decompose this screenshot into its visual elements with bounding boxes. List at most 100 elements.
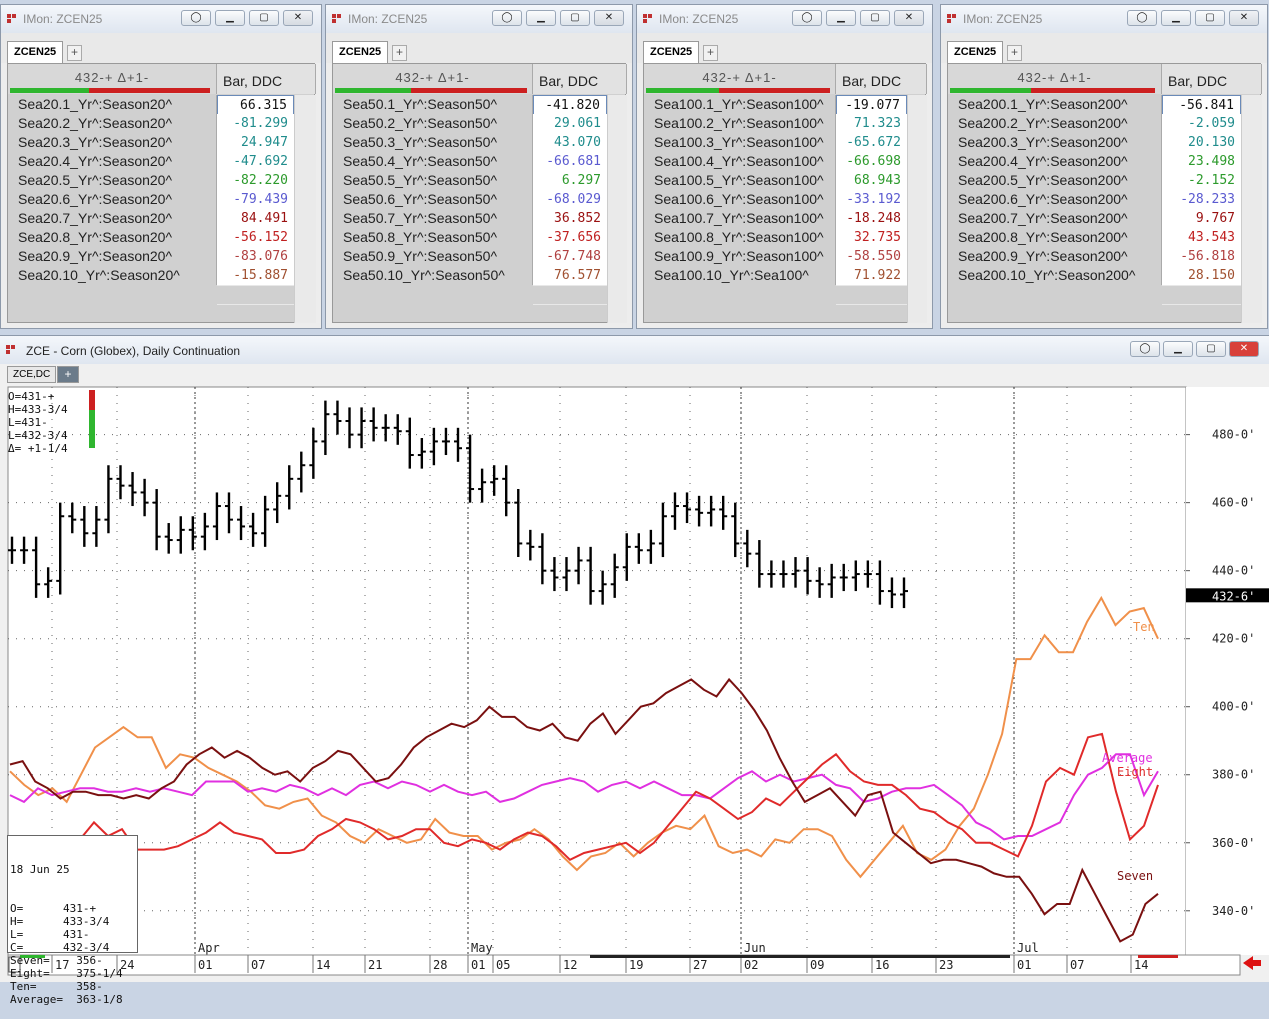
row-value[interactable]: -56.818 [1162,247,1241,267]
row-value[interactable]: 84.491 [217,209,294,229]
table-row[interactable]: Sea200.9_Yr^:Season200^ -56.818 [948,247,1262,267]
column-header[interactable]: Bar, DDC [217,64,316,94]
close-button[interactable]: ✕ [1229,10,1259,26]
add-tab-button[interactable]: + [703,45,718,61]
column-header[interactable]: Bar, DDC [1162,64,1262,94]
row-value[interactable]: -2.059 [1162,114,1241,134]
row-value[interactable]: -28.233 [1162,190,1241,210]
table-row[interactable]: Sea100.2_Yr^:Season100^ 71.323 [644,114,927,134]
add-tab-button[interactable]: + [392,45,407,61]
row-value[interactable]: -2.152 [1162,171,1241,191]
table-row[interactable]: Sea200.2_Yr^:Season200^ -2.059 [948,114,1262,134]
table-row[interactable]: Sea50.9_Yr^:Season50^ -67.748 [333,247,627,267]
link-button[interactable]: ◯ [792,10,822,26]
table-row[interactable]: Sea20.9_Yr^:Season20^ -83.076 [8,247,316,267]
table-row[interactable]: Sea200.10_Yr^:Season200^ 28.150 [948,266,1262,286]
close-button[interactable]: ✕ [594,10,624,26]
minimize-button[interactable]: ▁ [1161,10,1191,26]
table-row[interactable]: Sea200.7_Yr^:Season200^ 9.767 [948,209,1262,229]
time-strip-red [1138,955,1178,958]
maximize-button[interactable]: ▢ [860,10,890,26]
table-row[interactable]: Sea200.1_Yr^:Season200^ -56.841 [948,95,1262,116]
table-row[interactable]: Sea20.8_Yr^:Season20^ -56.152 [8,228,316,248]
table-row[interactable]: Sea100.8_Yr^:Season100^ 32.735 [644,228,927,248]
add-tab-button[interactable]: + [57,366,79,383]
day-label: 09 [810,958,824,972]
table-row[interactable]: Sea20.1_Yr^:Season20^ 66.315 [8,95,316,116]
row-value[interactable]: -65.672 [836,133,907,153]
row-value[interactable]: 23.498 [1162,152,1241,172]
table-row[interactable]: Sea50.8_Yr^:Season50^ -37.656 [333,228,627,248]
table-row[interactable]: Sea20.5_Yr^:Season20^ -82.220 [8,171,316,191]
table-row[interactable]: Sea20.10_Yr^:Season20^ -15.887 [8,266,316,286]
symbol-tab[interactable]: ZCEN25 [7,41,64,63]
chart-tab[interactable]: ZCE,DC [7,366,57,383]
add-tab-button[interactable]: + [1007,45,1022,61]
table-row[interactable]: Sea20.6_Yr^:Season20^ -79.439 [8,190,316,210]
column-header[interactable]: Bar, DDC [533,64,627,94]
symbol-tab[interactable]: ZCEN25 [947,41,1004,63]
minimize-button[interactable]: ▁ [215,10,245,26]
row-value[interactable]: -56.152 [217,228,294,248]
row-value[interactable]: 32.735 [836,228,907,248]
table-row[interactable]: Sea50.4_Yr^:Season50^ -66.681 [333,152,627,172]
row-value[interactable]: -68.029 [533,190,607,210]
row-value[interactable]: 24.947 [217,133,294,153]
row-value[interactable]: -56.841 [1162,95,1241,116]
row-value[interactable]: -83.076 [217,247,294,267]
link-button[interactable]: ◯ [1130,341,1160,357]
minimize-button[interactable]: ▁ [826,10,856,26]
symbol-tab[interactable]: ZCEN25 [332,41,389,63]
table-row[interactable]: Sea50.3_Yr^:Season50^ 43.070 [333,133,627,153]
row-value[interactable]: 68.943 [836,171,907,191]
add-tab-button[interactable]: + [67,45,82,61]
link-button[interactable]: ◯ [492,10,522,26]
maximize-button[interactable]: ▢ [560,10,590,26]
minimize-button[interactable]: ▁ [1163,341,1193,357]
minimize-button[interactable]: ▁ [526,10,556,26]
row-value[interactable]: -58.550 [836,247,907,267]
row-value[interactable]: 43.543 [1162,228,1241,248]
close-button[interactable]: ✕ [894,10,924,26]
table-row[interactable]: Sea100.7_Yr^:Season100^ -18.248 [644,209,927,229]
link-button[interactable]: ◯ [181,10,211,26]
row-value[interactable]: -66.681 [533,152,607,172]
price-chart[interactable]: 480-0' 460-0' 440-0' 420-0' 400-0' 380-0' 360-… [0,0,1269,982]
table-row[interactable]: Sea50.5_Yr^:Season50^ 6.297 [333,171,627,191]
row-value[interactable]: -15.887 [217,266,294,286]
column-header[interactable]: Bar, DDC [836,64,927,94]
scroll-handle [8,956,21,973]
maximize-button[interactable]: ▢ [1195,10,1225,26]
table-row[interactable]: Sea50.10_Yr^:Season50^ 76.577 [333,266,627,286]
table-row[interactable]: Sea100.3_Yr^:Season100^ -65.672 [644,133,927,153]
close-button[interactable]: ✕ [283,10,313,26]
table-row[interactable]: Sea200.6_Yr^:Season200^ -28.233 [948,190,1262,210]
table-row[interactable]: Sea200.5_Yr^:Season200^ -2.152 [948,171,1262,191]
row-value[interactable]: -18.248 [836,209,907,229]
row-value[interactable]: -67.748 [533,247,607,267]
row-value[interactable]: -41.820 [533,95,607,116]
table-row[interactable]: Sea100.4_Yr^:Season100^ -66.698 [644,152,927,172]
row-value[interactable]: 71.323 [836,114,907,134]
row-value[interactable]: 66.315 [217,95,294,116]
row-value[interactable]: -33.192 [836,190,907,210]
table-row[interactable]: Sea100.9_Yr^:Season100^ -58.550 [644,247,927,267]
table-row[interactable]: Sea20.3_Yr^:Season20^ 24.947 [8,133,316,153]
row-value[interactable]: 43.070 [533,133,607,153]
table-row[interactable]: Sea20.2_Yr^:Season20^ -81.299 [8,114,316,134]
table-row[interactable]: Sea50.1_Yr^:Season50^ -41.820 [333,95,627,116]
maximize-button[interactable]: ▢ [1196,341,1226,357]
table-row[interactable]: Sea100.6_Yr^:Season100^ -33.192 [644,190,927,210]
close-button[interactable]: ✕ [1229,341,1259,357]
row-value[interactable]: 6.297 [533,171,607,191]
link-button[interactable]: ◯ [1127,10,1157,26]
table-row[interactable]: Sea20.7_Yr^:Season20^ 84.491 [8,209,316,229]
table-row[interactable]: Sea200.8_Yr^:Season200^ 43.543 [948,228,1262,248]
table-row[interactable]: Sea50.6_Yr^:Season50^ -68.029 [333,190,627,210]
table-row[interactable]: Sea50.7_Yr^:Season50^ 36.852 [333,209,627,229]
table-row[interactable]: Sea100.5_Yr^:Season100^ 68.943 [644,171,927,191]
table-row[interactable]: Sea200.4_Yr^:Season200^ 23.498 [948,152,1262,172]
row-value[interactable]: 76.577 [533,266,607,286]
symbol-tab[interactable]: ZCEN25 [643,41,700,63]
maximize-button[interactable]: ▢ [249,10,279,26]
